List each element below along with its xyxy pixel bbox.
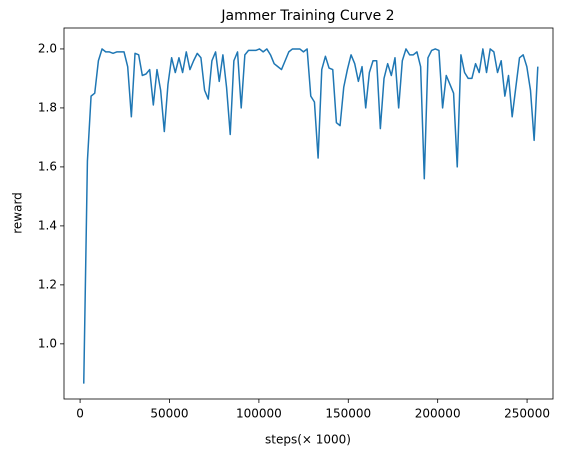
x-axis-label: steps(× 1000) [265,433,351,447]
y-tick-label: 2.0 [38,41,57,55]
line-series [83,48,539,384]
y-tick-label: 1.8 [38,100,57,114]
y-axis-label: reward [11,192,25,234]
x-tick-label: 0 [76,407,84,421]
plot-frame [63,27,554,400]
y-tick-label: 1.6 [38,159,57,173]
chart-title: Jammer Training Curve 2 [220,8,394,24]
y-tick-label: 1.2 [38,277,57,291]
x-tick-label: 200000 [415,407,461,421]
y-tick-label: 1.0 [38,336,57,350]
x-tick-label: 100000 [236,407,282,421]
x-tick-label: 250000 [504,407,550,421]
x-tick-label: 150000 [325,407,371,421]
x-tick-label: 50000 [150,407,188,421]
y-tick-label: 1.4 [38,218,57,232]
